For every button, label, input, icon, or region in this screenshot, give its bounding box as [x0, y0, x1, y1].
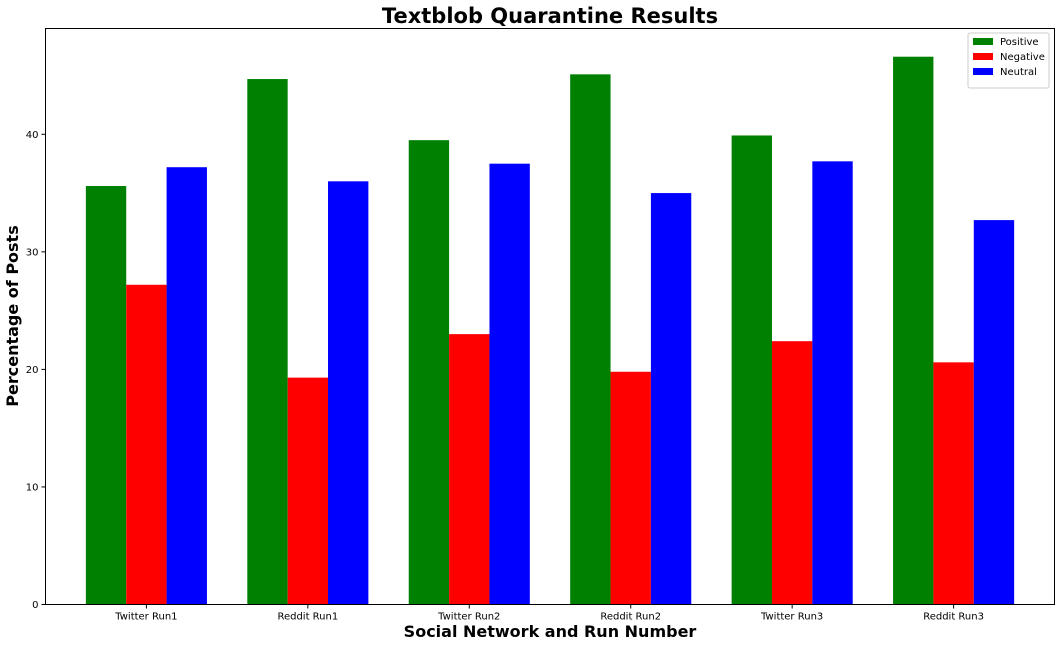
- bar-negative-3: [610, 371, 651, 605]
- plot-frame: [45, 28, 1055, 605]
- bar-negative-5: [933, 362, 974, 605]
- x-tick-label: Reddit Run1: [277, 612, 338, 623]
- bar-neutral-1: [328, 181, 369, 605]
- bar-positive-5: [893, 56, 934, 605]
- y-tick-label: 20: [26, 365, 39, 376]
- bar-neutral-3: [650, 193, 692, 605]
- bar-positive-2: [408, 140, 450, 605]
- bar-negative-0: [126, 284, 167, 605]
- y-axis: 0 10 20 30 40: [26, 130, 46, 611]
- x-axis-label: Social Network and Run Number: [404, 622, 697, 641]
- y-axis-label: Percentage of Posts: [3, 225, 22, 406]
- bar-neutral-4: [812, 161, 853, 605]
- bar-positive-4: [731, 135, 772, 605]
- legend-label-positive: Positive: [1000, 37, 1039, 48]
- bar-negative-4: [771, 341, 813, 605]
- bar-neutral-5: [973, 220, 1015, 605]
- legend-swatch-positive: [973, 38, 993, 45]
- bar-positive-0: [85, 186, 127, 605]
- bar-neutral-2: [489, 163, 530, 605]
- bar-negative-2: [449, 334, 490, 605]
- y-tick-label: 0: [32, 600, 38, 611]
- legend-label-neutral: Neutral: [1000, 67, 1037, 78]
- x-tick-label: Twitter Run2: [437, 612, 500, 623]
- legend: Positive Negative Neutral: [967, 32, 1050, 89]
- bar-negative-1: [287, 377, 329, 605]
- y-tick-label: 10: [26, 482, 39, 493]
- legend-swatch-negative: [973, 53, 993, 60]
- chart-title: Textblob Quarantine Results: [382, 4, 718, 28]
- x-tick-label: Reddit Run3: [923, 612, 984, 623]
- bar-neutral-0: [166, 167, 207, 605]
- bar-positive-3: [570, 74, 611, 605]
- bars-group: [85, 56, 1015, 605]
- x-tick-label: Reddit Run2: [600, 612, 661, 623]
- y-tick-label: 40: [26, 130, 39, 141]
- x-tick-label: Twitter Run3: [760, 612, 823, 623]
- legend-swatch-neutral: [973, 68, 993, 75]
- bar-positive-1: [247, 79, 288, 605]
- legend-label-negative: Negative: [1000, 52, 1045, 63]
- x-tick-label: Twitter Run1: [114, 612, 177, 623]
- x-axis: Twitter Run1 Reddit Run1 Twitter Run2 Reddi…: [114, 604, 984, 623]
- y-tick-label: 30: [26, 247, 39, 258]
